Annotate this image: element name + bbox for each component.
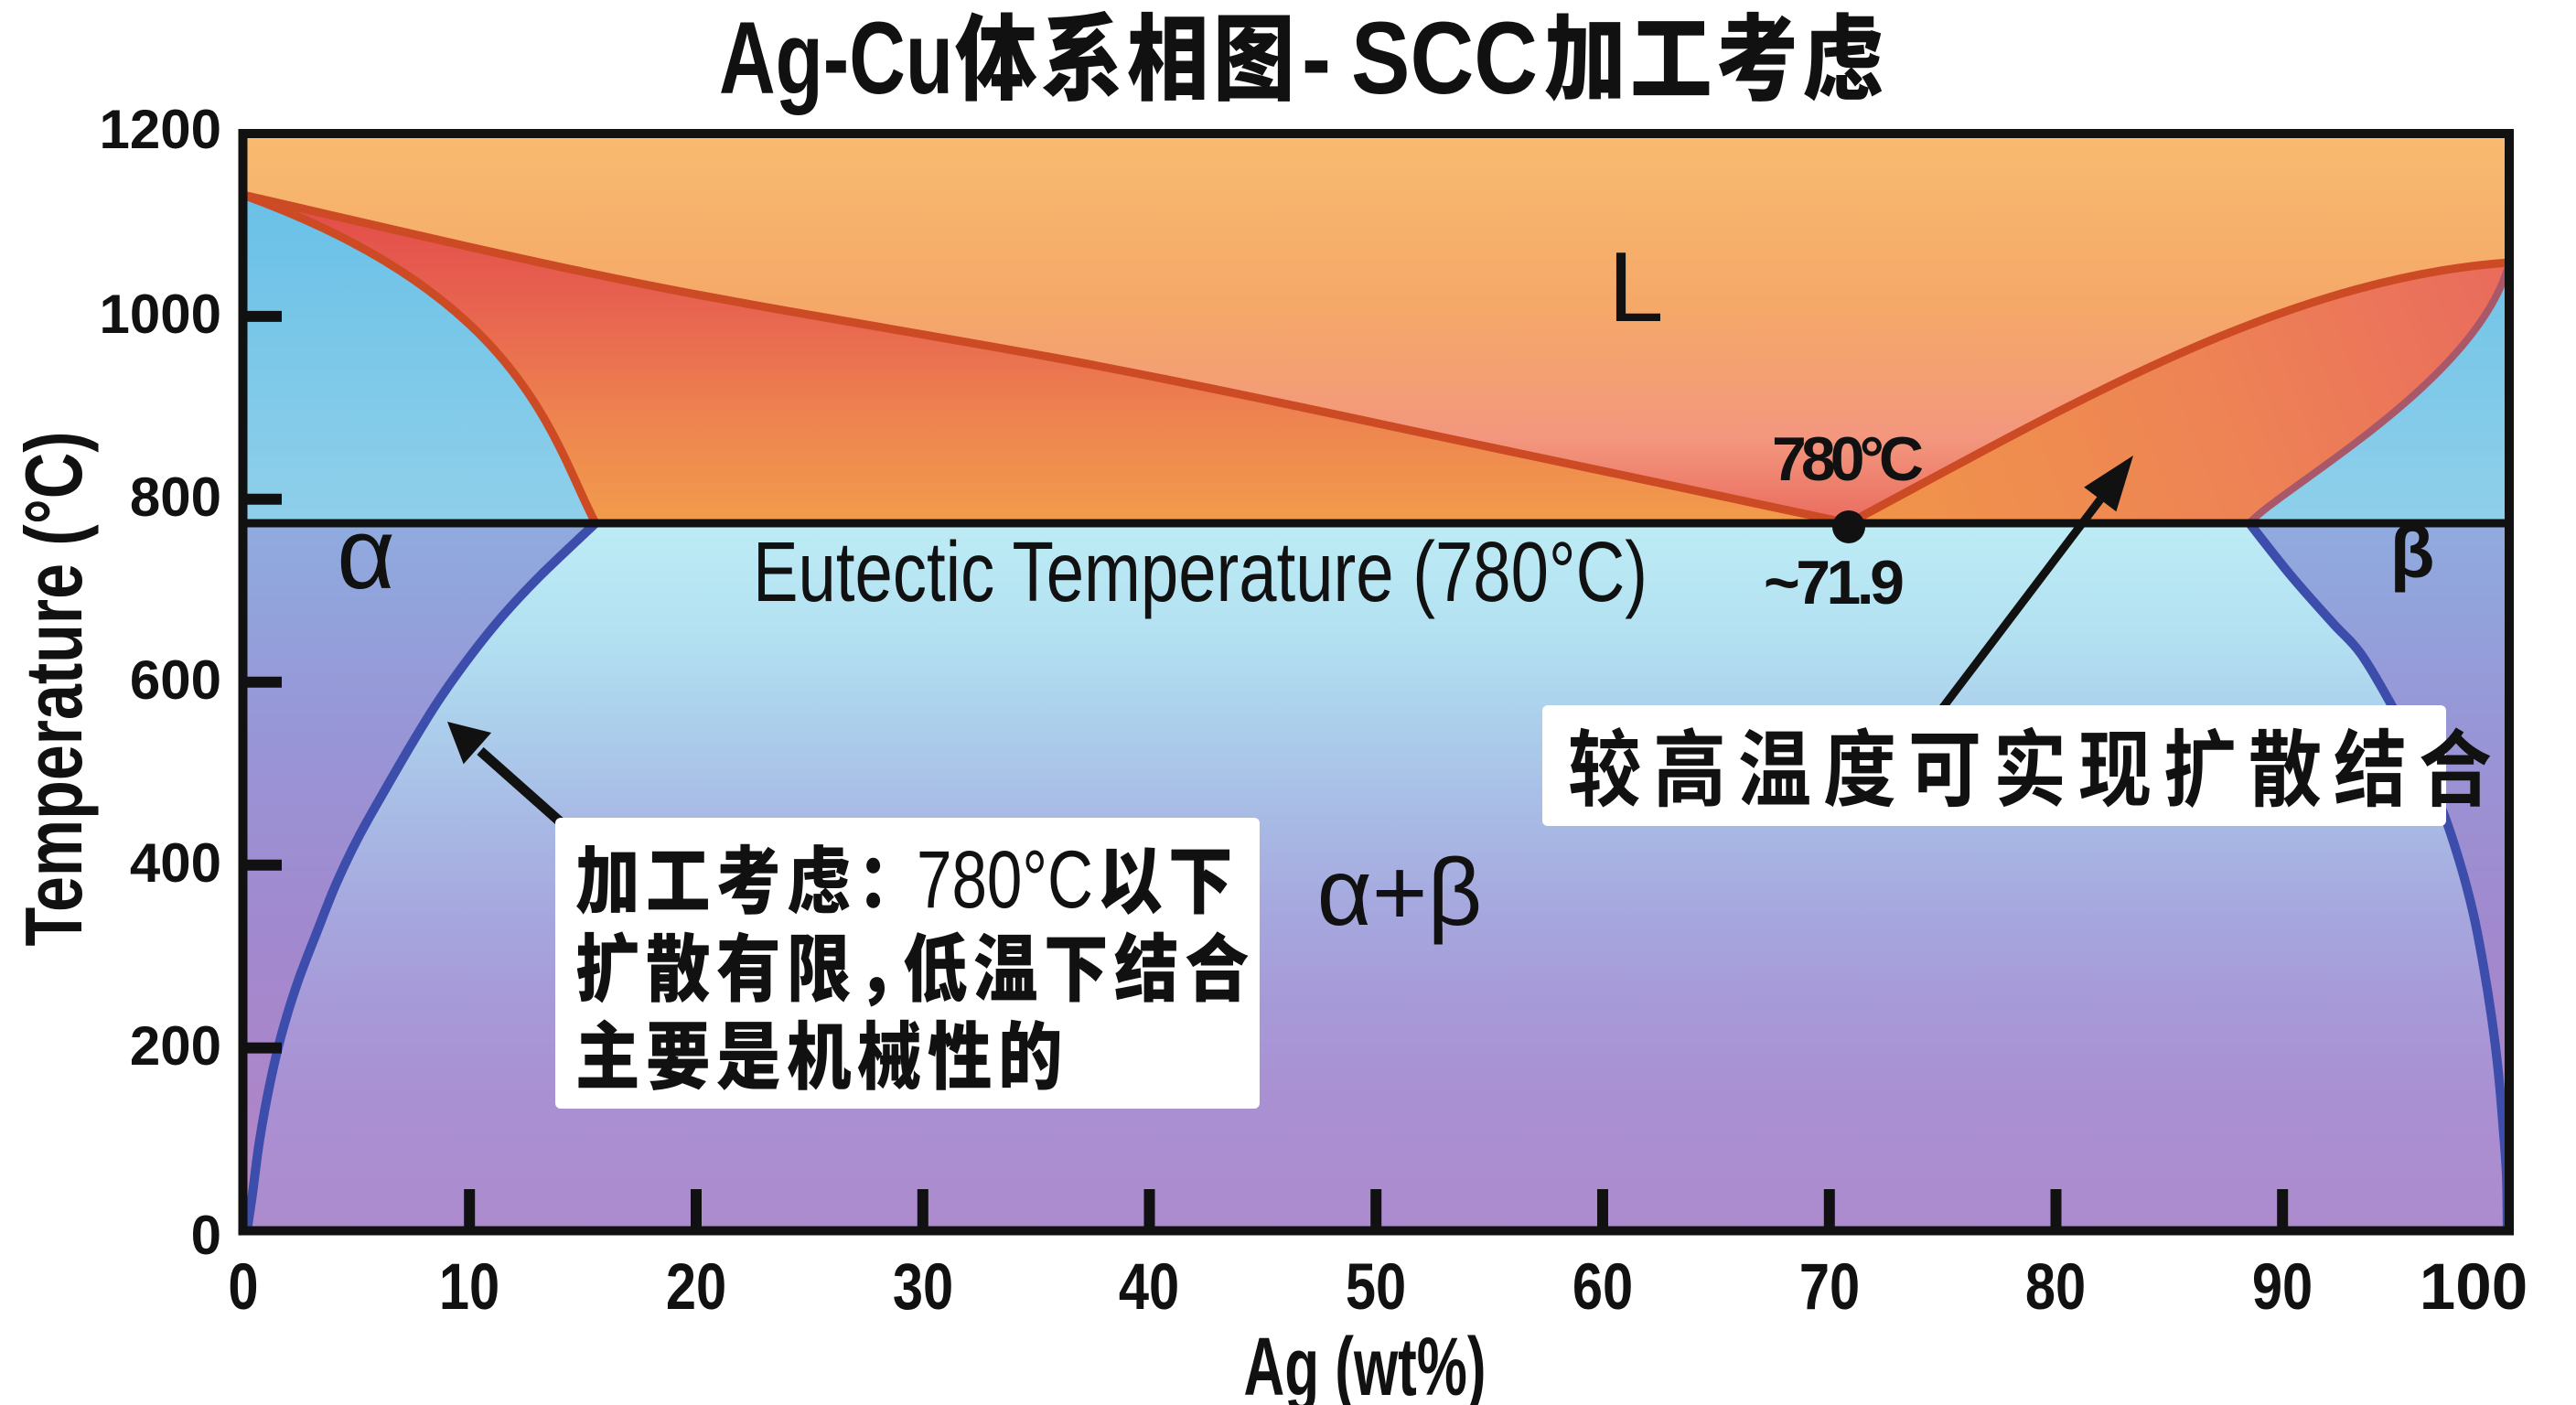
svg-text:60: 60 (1572, 1250, 1633, 1323)
svg-text:Ag (wt%): Ag (wt%) (1244, 1322, 1487, 1405)
svg-text:Ag-Cu: Ag-Cu (719, 1, 953, 115)
svg-text:780°C: 780°C (917, 833, 1093, 925)
svg-text:0: 0 (228, 1250, 258, 1323)
svg-text:800: 800 (130, 467, 221, 528)
svg-text:70: 70 (1799, 1250, 1860, 1323)
svg-text:50: 50 (1346, 1250, 1406, 1323)
svg-text:Temperature (°C): Temperature (°C) (8, 432, 99, 947)
svg-text:~71.9: ~71.9 (1764, 548, 1905, 617)
svg-text:L: L (1608, 231, 1664, 343)
svg-text:Eutectic Temperature (780°C): Eutectic Temperature (780°C) (753, 524, 1648, 619)
svg-text:1000: 1000 (100, 284, 221, 345)
svg-text:780°C: 780°C (1772, 424, 1924, 494)
svg-text:600: 600 (130, 649, 221, 711)
svg-text:β: β (2390, 511, 2435, 593)
svg-text:0: 0 (191, 1205, 221, 1266)
svg-text:200: 200 (130, 1015, 221, 1077)
svg-text:α+β: α+β (1317, 840, 1483, 946)
svg-text:10: 10 (439, 1250, 499, 1323)
svg-text:80: 80 (2025, 1250, 2086, 1323)
svg-text:-: - (1302, 1, 1331, 115)
svg-text:α: α (337, 498, 395, 610)
svg-text:400: 400 (130, 832, 221, 894)
svg-text:1200: 1200 (100, 99, 221, 160)
svg-text:90: 90 (2252, 1250, 2313, 1323)
svg-text:40: 40 (1119, 1250, 1179, 1323)
svg-text:100: 100 (2420, 1251, 2528, 1324)
svg-text:30: 30 (893, 1250, 953, 1323)
svg-text:SCC: SCC (1351, 1, 1538, 115)
svg-text:20: 20 (666, 1250, 726, 1323)
